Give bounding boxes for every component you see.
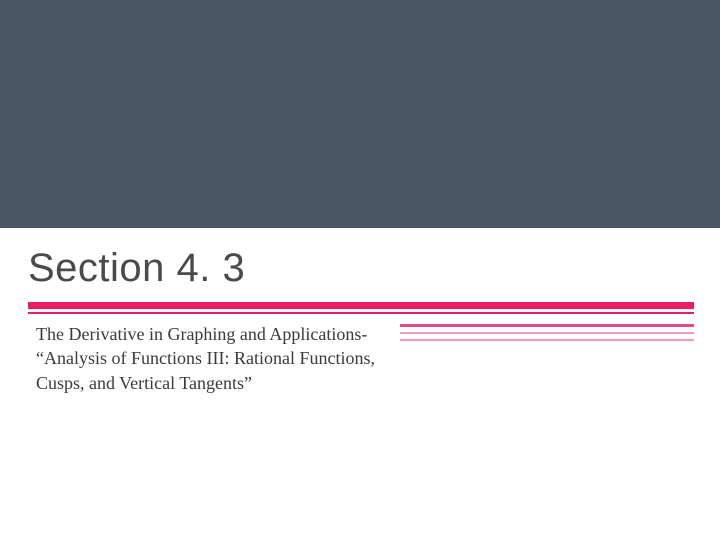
underline-thick-bar bbox=[28, 302, 694, 309]
top-color-band bbox=[0, 0, 720, 228]
accent-line bbox=[400, 332, 694, 334]
slide-subtitle: The Derivative in Graphing and Applicati… bbox=[36, 322, 376, 395]
accent-line bbox=[400, 339, 694, 341]
underline-thin-bar bbox=[28, 312, 694, 314]
title-underline bbox=[28, 302, 694, 314]
accent-line-group bbox=[400, 324, 694, 346]
slide-title: Section 4. 3 bbox=[28, 246, 245, 291]
accent-line bbox=[400, 324, 694, 327]
